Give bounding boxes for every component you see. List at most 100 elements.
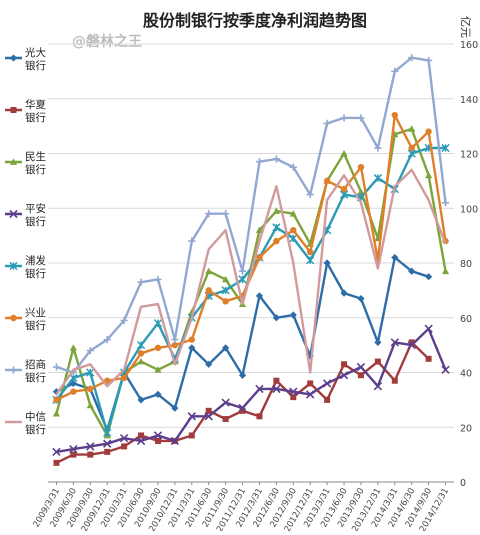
data-point	[272, 384, 281, 394]
data-point	[238, 267, 247, 275]
legend-label: 民生银行	[25, 150, 46, 176]
data-point	[239, 407, 246, 414]
data-point	[408, 339, 415, 346]
series-layer	[52, 54, 450, 466]
series-3	[52, 324, 450, 457]
data-point	[87, 385, 94, 393]
data-point	[425, 128, 432, 135]
y-tick-label: 40	[460, 369, 472, 380]
y-tick-label: 0	[460, 478, 466, 489]
data-point	[187, 412, 196, 421]
data-point	[205, 360, 213, 368]
axis-unit-label: 亿元	[459, 16, 472, 38]
y-tick-label: 20	[460, 423, 472, 434]
data-point	[69, 379, 77, 388]
data-point	[424, 324, 433, 333]
data-point	[136, 340, 146, 350]
data-point	[238, 275, 247, 284]
data-point	[441, 365, 450, 374]
data-point	[441, 267, 450, 275]
data-point	[188, 237, 196, 245]
data-point	[221, 398, 230, 407]
data-point	[120, 374, 128, 382]
data-point	[441, 199, 450, 207]
data-point	[374, 144, 382, 152]
data-point	[374, 338, 382, 346]
data-point	[86, 442, 95, 451]
data-point	[205, 210, 213, 218]
data-point	[171, 341, 179, 349]
legend-label: 兴业银行	[25, 307, 46, 332]
data-point	[222, 298, 229, 305]
legend-item: 兴业银行	[5, 307, 46, 332]
data-point	[69, 444, 78, 454]
data-point	[154, 390, 162, 398]
data-point	[441, 143, 450, 153]
data-point	[154, 437, 161, 444]
data-point	[391, 377, 398, 384]
data-point	[357, 294, 365, 303]
data-point	[357, 163, 365, 171]
legend-item: 光大银行	[5, 46, 46, 72]
data-point	[408, 125, 416, 132]
watermark: @磐林之王	[72, 33, 142, 50]
legend-item: 民生银行	[5, 150, 46, 176]
data-point	[256, 254, 263, 261]
legend-label: 中信银行	[25, 410, 46, 436]
data-point	[340, 114, 348, 122]
data-point	[306, 256, 315, 265]
data-point	[425, 273, 433, 281]
data-point	[306, 390, 315, 399]
y-tick-label: 60	[460, 314, 472, 325]
data-point	[222, 416, 229, 423]
data-point	[222, 344, 230, 352]
data-point	[373, 174, 383, 183]
legend-item: 中信银行	[5, 410, 46, 436]
data-point	[307, 248, 314, 256]
series-line	[55, 168, 447, 396]
data-point	[290, 226, 297, 234]
data-point	[121, 443, 128, 450]
data-point	[407, 340, 416, 350]
data-point	[204, 412, 213, 421]
data-point	[10, 314, 17, 322]
data-point	[10, 107, 17, 113]
data-point	[9, 158, 18, 165]
data-point	[170, 436, 180, 446]
data-point	[289, 210, 297, 217]
data-point	[425, 171, 433, 179]
data-point	[188, 336, 195, 343]
data-point	[290, 394, 297, 401]
data-point	[222, 275, 230, 283]
data-point	[171, 404, 179, 412]
series-line	[56, 327, 447, 454]
data-point	[256, 413, 263, 420]
data-point	[408, 267, 416, 275]
data-point	[238, 371, 247, 379]
data-point	[272, 314, 280, 322]
data-point	[408, 144, 415, 152]
y-tick-label: 140	[460, 95, 478, 106]
data-point	[137, 357, 145, 365]
data-point	[9, 209, 18, 219]
data-point	[154, 275, 162, 284]
series-7	[55, 168, 447, 396]
data-point	[272, 155, 280, 163]
series-6	[52, 54, 450, 377]
data-point	[323, 119, 331, 127]
data-point	[103, 336, 111, 344]
data-point	[340, 185, 348, 193]
data-point	[255, 158, 264, 166]
chart-title: 股份制银行按季度净利润趋势图	[143, 11, 367, 30]
data-point	[374, 358, 381, 365]
data-point	[153, 431, 163, 440]
data-point	[255, 384, 264, 394]
data-point	[153, 319, 163, 328]
data-point	[9, 261, 18, 271]
data-point	[137, 350, 145, 357]
y-tick-label: 80	[460, 259, 472, 270]
data-point	[136, 436, 146, 446]
data-point	[272, 223, 281, 232]
data-point	[357, 114, 365, 122]
data-point	[70, 451, 77, 458]
